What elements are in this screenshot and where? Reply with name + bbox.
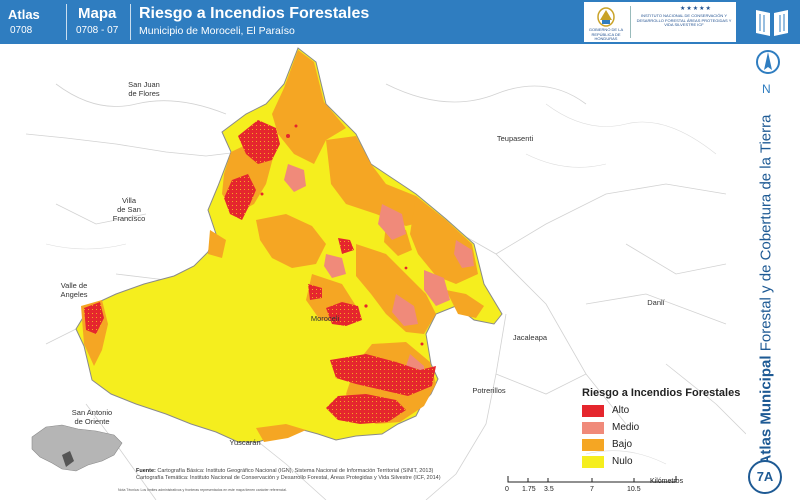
scale-bar: 0 1.75 3.5 7 10.5 Kilómetros bbox=[505, 474, 715, 498]
legend-swatch bbox=[582, 405, 604, 417]
map-code: 0708 - 07 bbox=[76, 25, 119, 36]
book-icon[interactable] bbox=[752, 4, 792, 40]
sources-line-2: Cartografía Temática: Instituto Nacional… bbox=[136, 475, 441, 481]
stars-icon: ★★★★★ bbox=[680, 6, 712, 12]
scale-tick: 0 bbox=[505, 486, 509, 493]
sources-heading: Fuente: bbox=[136, 468, 156, 474]
atlas-code: 0708 bbox=[10, 25, 33, 36]
place-jacaleapa: Jacaleapa bbox=[512, 333, 548, 342]
place-danli: Danlí bbox=[647, 298, 665, 307]
north-letter: N bbox=[762, 82, 771, 96]
map-canvas[interactable] bbox=[26, 44, 746, 500]
legend-label: Medio bbox=[612, 422, 640, 433]
atlas-side-title: Atlas Municipal Forestal y de Cobertura … bbox=[758, 115, 775, 466]
place-teupasenti: Teupasenti bbox=[496, 134, 534, 143]
inset-locator-map bbox=[31, 424, 123, 472]
place-villa-de-san-francisco: Villa de San Francisco bbox=[112, 196, 146, 223]
atlas-side-title-bold: Atlas Municipal bbox=[757, 355, 775, 466]
atlas-label: Atlas bbox=[8, 7, 40, 22]
map-label: Mapa bbox=[78, 5, 117, 22]
header-divider bbox=[130, 4, 131, 40]
scale-tick: 10.5 bbox=[627, 486, 641, 493]
scale-unit: Kilómetros bbox=[650, 478, 684, 485]
municipality-moroceli[interactable] bbox=[75, 47, 503, 443]
logo-left-text: GOBIERNO DE LA REPÚBLICA DE HONDURAS bbox=[588, 27, 624, 41]
north-arrow-icon bbox=[756, 50, 780, 74]
scale-bar-graphic bbox=[507, 476, 677, 483]
header-divider bbox=[66, 4, 67, 40]
institution-logos: GOBIERNO DE LA REPÚBLICA DE HONDURAS ★★★… bbox=[584, 2, 736, 42]
atlas-side-title-regular: Forestal y de Cobertura de la Tierra bbox=[757, 114, 775, 356]
place-moroceli: Moroceli bbox=[310, 314, 340, 323]
legend-label: Alto bbox=[612, 405, 630, 416]
alto-scatter bbox=[260, 124, 424, 346]
place-san-juan-de-flores: San Juan de Flores bbox=[128, 80, 160, 98]
place-valle-de-angeles: Valle de Angeles bbox=[60, 281, 88, 299]
logo-right-text: INSTITUTO NACIONAL DE CONSERVACIÓN Y DES… bbox=[636, 13, 732, 27]
legend-swatch bbox=[582, 422, 604, 434]
legend-title: Riesgo a Incendios Forestales bbox=[582, 387, 741, 399]
scale-tick: 3.5 bbox=[544, 486, 554, 493]
sources-text: Fuente: Cartografía Básica: Instituto Ge… bbox=[136, 468, 486, 482]
scale-tick: 7 bbox=[590, 486, 594, 493]
place-yuscaran: Yuscarán bbox=[229, 438, 261, 447]
logo-divider bbox=[630, 6, 631, 38]
page-subtitle: Municipio de Moroceli, El Paraíso bbox=[139, 25, 295, 37]
legend: Riesgo a Incendios Forestales Alto Medio… bbox=[578, 385, 748, 475]
place-potrerillos: Potrerillos bbox=[472, 386, 506, 395]
technical-note: Nota Técnica: Los límites administrativo… bbox=[118, 488, 287, 492]
header-bar: Atlas 0708 Mapa 0708 - 07 Riesgo a Incen… bbox=[0, 0, 800, 44]
honduras-seal-icon bbox=[597, 7, 615, 27]
legend-label: Nulo bbox=[612, 456, 633, 467]
map-number-badge: 7A bbox=[748, 460, 782, 494]
page-title: Riesgo a Incendios Forestales bbox=[139, 5, 370, 22]
scale-tick: 1.75 bbox=[522, 486, 536, 493]
sources-line-1: Cartografía Básica: Instituto Geográfico… bbox=[157, 468, 434, 474]
legend-swatch bbox=[582, 439, 604, 451]
legend-label: Bajo bbox=[612, 439, 633, 450]
place-san-antonio-de-oriente: San Antonio de Oriente bbox=[71, 408, 113, 426]
legend-swatch bbox=[582, 456, 604, 468]
